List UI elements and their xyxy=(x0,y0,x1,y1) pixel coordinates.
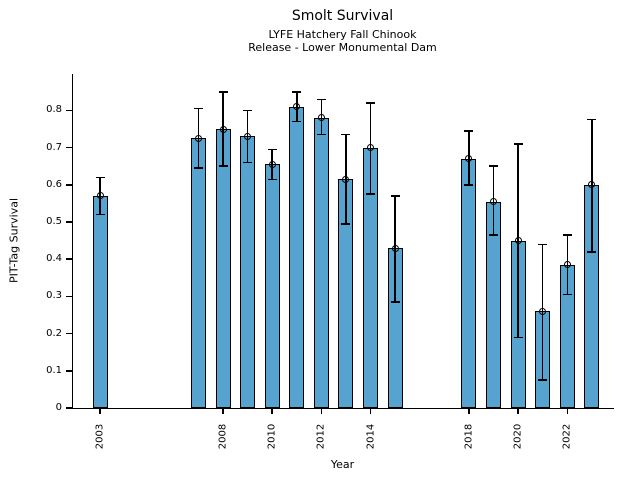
error-cap-bottom-2013 xyxy=(341,223,351,225)
error-cap-bottom-2011 xyxy=(292,120,302,123)
x-tick-label: 2008 xyxy=(217,423,229,450)
y-tick-label: 0 xyxy=(55,402,62,413)
x-tick-label: 2022 xyxy=(561,423,573,450)
y-tick-label: 0.6 xyxy=(46,178,62,190)
error-cap-bottom-2020 xyxy=(513,336,523,339)
y-tick-mark xyxy=(66,109,72,112)
x-tick-mark xyxy=(369,408,372,414)
data-point-marker-2023 xyxy=(588,181,596,189)
data-point-marker-2021 xyxy=(539,307,547,315)
error-cap-top-2011 xyxy=(292,91,302,93)
error-cap-top-2021 xyxy=(538,243,548,246)
bar-2008 xyxy=(215,129,231,408)
data-point-marker-2008 xyxy=(219,125,227,133)
error-cap-top-2014 xyxy=(366,102,376,104)
plot-area: 0 0.1 0.2 0.3 0.4 0.5 0.6 0.7 0.8 2003 2008 2010 201… xyxy=(46,74,614,449)
error-cap-top-2012 xyxy=(316,98,326,101)
error-cap-top-2019 xyxy=(489,165,498,167)
data-point-marker-2007 xyxy=(194,134,202,142)
error-cap-bottom-2018 xyxy=(464,184,474,186)
data-point-marker-2015 xyxy=(391,244,399,252)
error-cap-top-2018 xyxy=(464,130,474,132)
data-point-marker-2013 xyxy=(342,175,350,183)
error-cap-bottom-2015 xyxy=(390,301,400,303)
data-point-marker-2019 xyxy=(490,198,497,206)
x-tick-label: 2010 xyxy=(266,423,278,450)
x-tick-label: 2018 xyxy=(463,423,475,450)
data-point-marker-2009 xyxy=(244,132,252,140)
bar-2009 xyxy=(240,136,256,408)
error-cap-top-2015 xyxy=(390,195,400,197)
chart-subtitle-line1: LYFE Hatchery Fall Chinook xyxy=(268,27,417,41)
error-cap-bottom-2023 xyxy=(587,251,597,253)
data-point-marker-2010 xyxy=(268,160,276,168)
error-cap-top-2009 xyxy=(243,109,253,112)
x-tick-mark xyxy=(222,408,224,414)
x-tick-mark xyxy=(566,408,569,414)
chart-subtitle-line2: Release - Lower Monumental Dam xyxy=(248,40,437,54)
y-tick-mark xyxy=(66,407,72,409)
y-tick-label: 0.4 xyxy=(46,253,62,265)
error-cap-bottom-2019 xyxy=(489,234,498,236)
data-point-marker-2022 xyxy=(563,261,571,269)
chart-title-block: Smolt Survival LYFE Hatchery Fall Chinoo… xyxy=(72,8,613,54)
x-axis-label: Year xyxy=(330,458,355,471)
error-cap-bottom-2014 xyxy=(366,193,376,195)
error-cap-top-2007 xyxy=(193,107,203,110)
data-point-marker-2012 xyxy=(317,114,325,122)
error-cap-bottom-2008 xyxy=(218,165,228,167)
y-tick-label: 0.3 xyxy=(46,290,62,302)
bar-2012 xyxy=(313,117,329,408)
y-tick-label: 0.1 xyxy=(46,364,62,376)
data-point-marker-2011 xyxy=(293,103,301,111)
error-cap-bottom-2010 xyxy=(267,178,277,180)
x-tick-mark xyxy=(320,408,323,414)
y-tick-mark xyxy=(66,184,72,186)
y-axis-label: PIT-Tag Survival xyxy=(7,198,21,284)
error-cap-bottom-2022 xyxy=(562,293,572,296)
chart-title: Smolt Survival xyxy=(291,8,394,24)
y-tick-mark xyxy=(66,146,72,149)
y-tick-label: 0.7 xyxy=(46,141,62,153)
bar-2010 xyxy=(264,164,280,408)
y-tick-mark xyxy=(66,258,72,260)
data-point-marker-2020 xyxy=(514,237,522,245)
bar-2018 xyxy=(461,158,477,408)
error-cap-top-2013 xyxy=(341,133,351,136)
bar-2011 xyxy=(289,106,305,408)
y-tick-mark xyxy=(66,221,72,223)
error-cap-bottom-2003 xyxy=(95,213,105,216)
error-cap-top-2023 xyxy=(587,118,597,121)
error-cap-top-2010 xyxy=(267,148,277,151)
bar-2007 xyxy=(190,138,206,408)
y-tick-label: 0.2 xyxy=(46,327,62,339)
error-cap-bottom-2012 xyxy=(316,133,326,136)
x-tick-label: 2012 xyxy=(315,423,327,450)
error-cap-bottom-2009 xyxy=(243,161,253,164)
x-tick-mark xyxy=(99,408,101,414)
error-cap-top-2020 xyxy=(513,143,523,145)
x-tick-label: 2020 xyxy=(512,423,524,450)
bar-2003 xyxy=(92,195,108,408)
y-tick-mark xyxy=(66,295,72,298)
x-tick-label: 2003 xyxy=(94,423,106,450)
x-tick-label: 2014 xyxy=(365,423,377,450)
data-point-marker-2014 xyxy=(367,144,375,152)
y-tick-label: 0.5 xyxy=(46,216,62,228)
error-cap-bottom-2007 xyxy=(193,167,203,169)
error-cap-bottom-2021 xyxy=(538,379,548,381)
y-tick-mark xyxy=(66,332,72,335)
error-cap-top-2008 xyxy=(218,91,228,93)
x-tick-mark xyxy=(271,408,273,414)
data-point-marker-2018 xyxy=(465,155,473,163)
error-cap-top-2003 xyxy=(95,176,105,179)
x-tick-mark xyxy=(468,408,470,414)
y-tick-label: 0.8 xyxy=(46,104,62,116)
data-point-marker-2003 xyxy=(96,192,104,200)
error-cap-top-2022 xyxy=(562,234,572,236)
y-tick-mark xyxy=(66,370,72,372)
x-tick-mark xyxy=(517,408,519,414)
